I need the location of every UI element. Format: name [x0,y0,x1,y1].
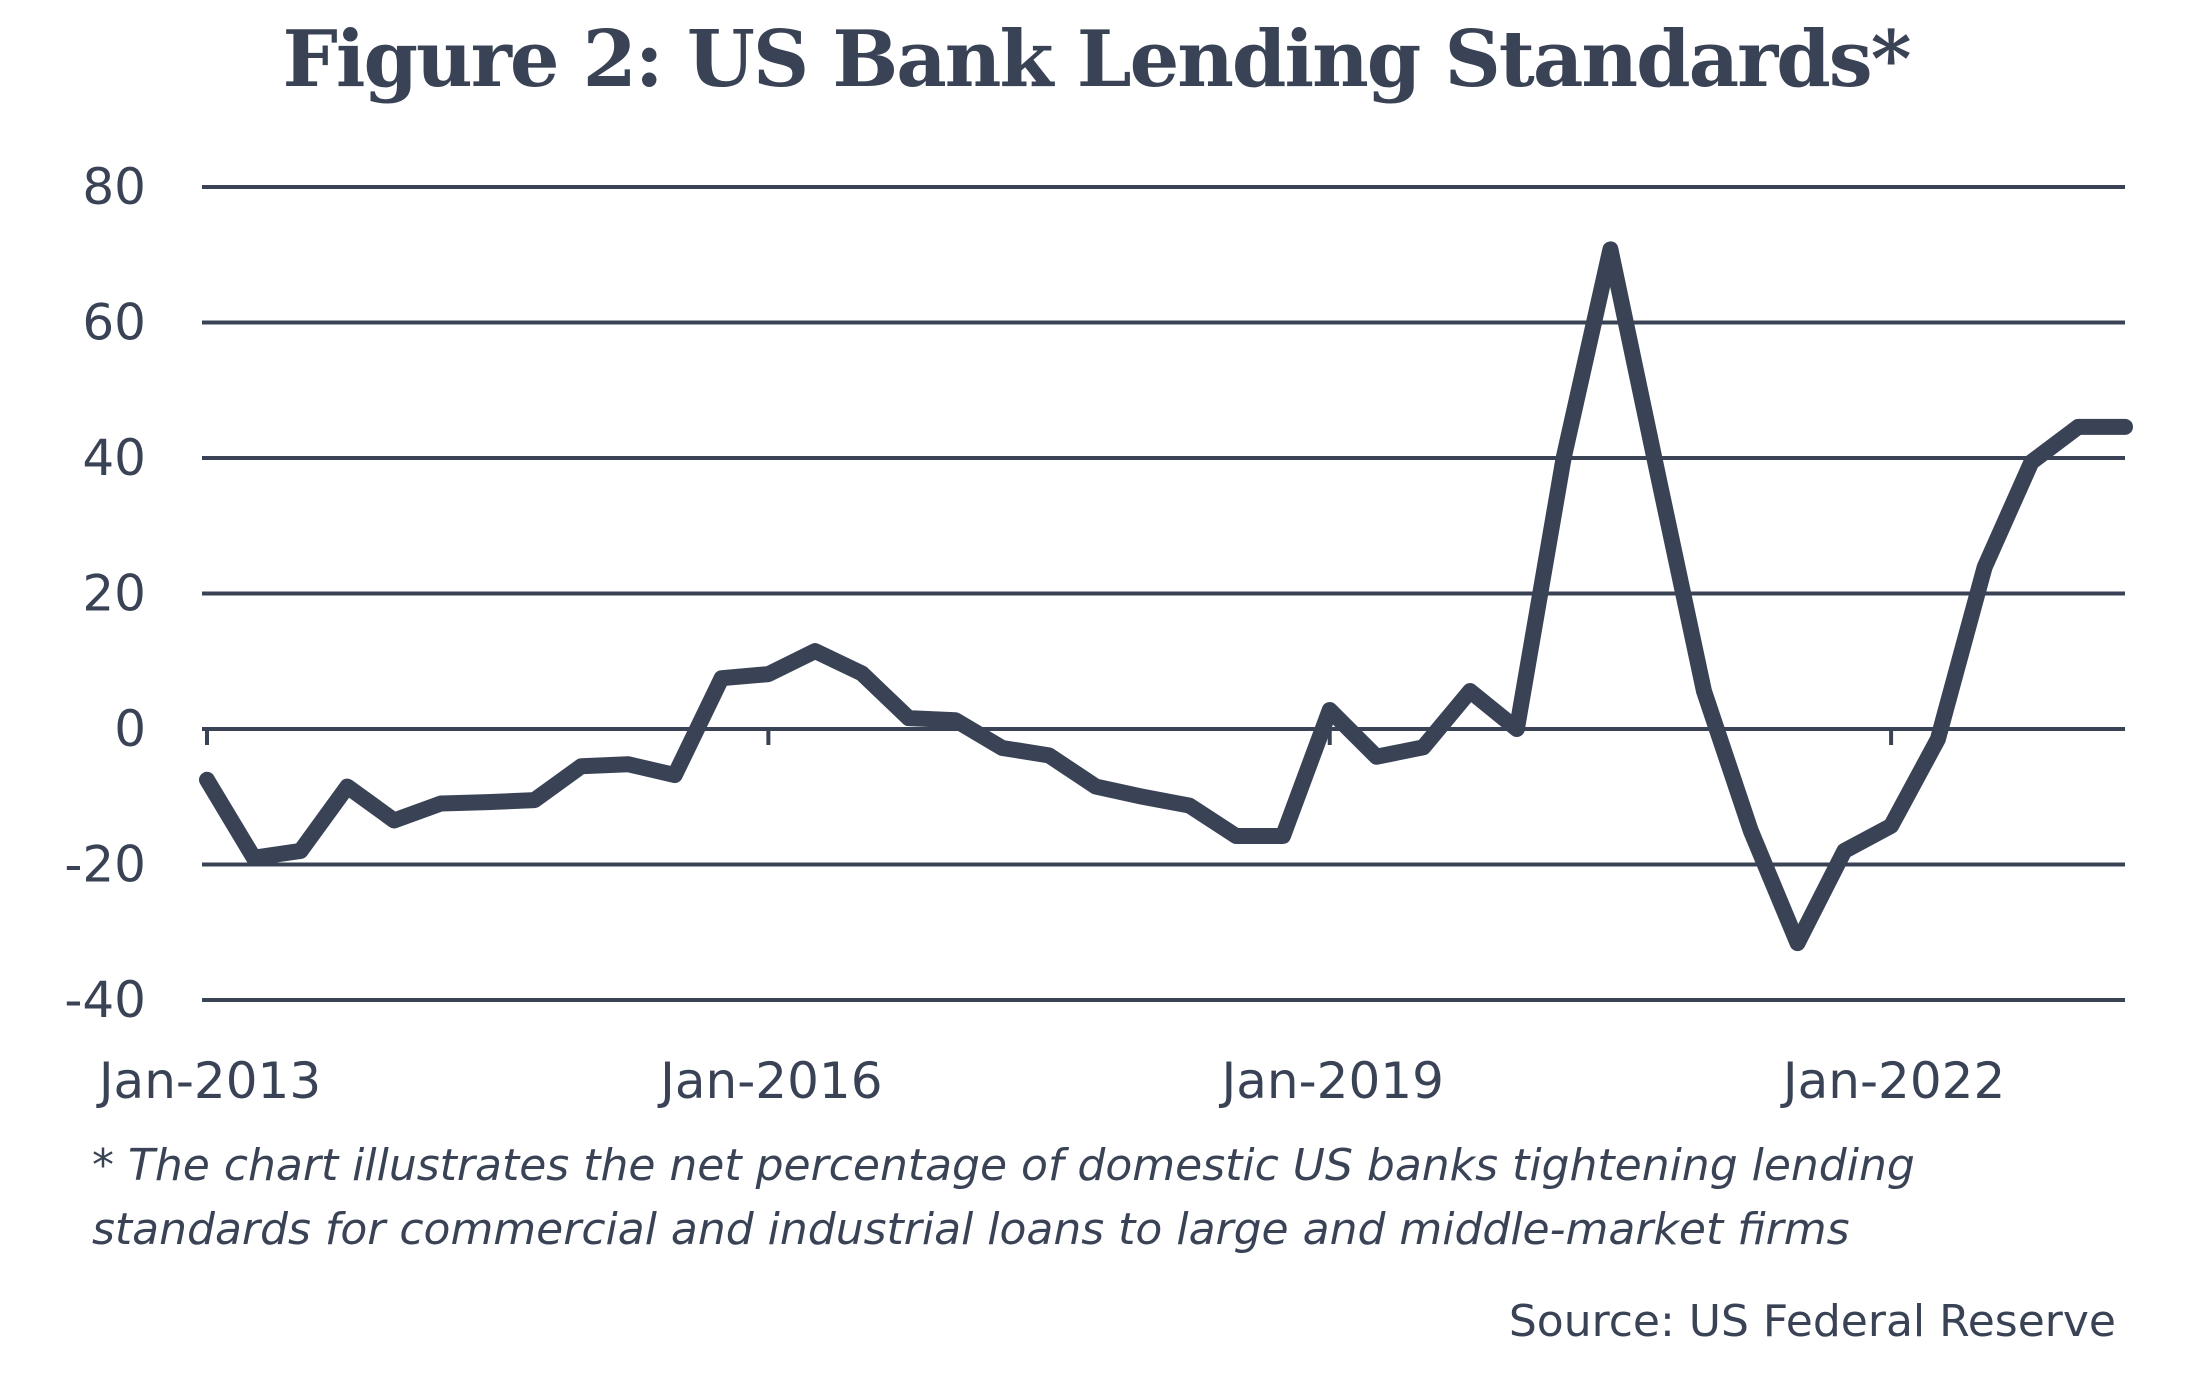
data-point [1890,825,1892,827]
x-tick-label: Jan-2016 [657,1052,882,1110]
y-tick-label: 80 [82,158,146,216]
data-point [533,799,535,801]
data-point [767,673,769,675]
x-tick-label: Jan-2013 [96,1052,321,1110]
footnote-line-1: * The chart illustrates the net percenta… [92,1140,1915,1191]
data-point [674,774,676,776]
data-point [627,763,629,765]
footnote: * The chart illustrates the net percenta… [92,1134,2092,1262]
data-point [2077,426,2079,428]
y-tick-label: -20 [64,836,146,894]
data-point [814,650,816,652]
chart-title: Figure 2: US Bank Lending Standards* [282,14,1911,105]
x-tick-label: Jan-2019 [1219,1052,1444,1110]
data-point [861,672,863,674]
y-tick-label: 40 [82,429,146,487]
data-point [1095,786,1097,788]
data-point [1188,805,1190,807]
data-point [1516,728,1518,730]
data-point [2124,426,2126,428]
data-point [1843,850,1845,852]
data-point [1937,738,1939,740]
data-point [1329,709,1331,711]
data-point [1750,830,1752,832]
data-point [1422,746,1424,748]
data-point [1656,471,1658,473]
data-point [253,857,255,859]
data-point [393,819,395,821]
y-tick-label: 60 [82,294,146,352]
data-point [908,717,910,719]
data-point [1001,747,1003,749]
y-tick-label: 0 [114,700,146,758]
data-point [1703,690,1705,692]
gridlines [202,185,2125,1002]
y-axis-tick-labels: 80 60 40 20 0 -20 -40 [64,158,146,1029]
series-layer [199,241,2133,952]
source-note: Source: US Federal Reserve [1508,1296,2116,1347]
y-tick-label: -40 [64,971,146,1029]
data-point [346,786,348,788]
footnote-line-2: standards for commercial and industrial … [92,1204,1850,1255]
data-point [721,677,723,679]
series-line [199,241,2133,952]
data-point [1984,566,1986,568]
data-point [1469,690,1471,692]
data-point [1376,756,1378,758]
data-point [1048,754,1050,756]
data-point [440,803,442,805]
data-point [487,801,489,803]
data-point [206,779,208,781]
data-point [300,850,302,852]
data-point [1282,835,1284,837]
x-axis-ticks: Jan-2013 Jan-2016 Jan-2019 Jan-2022 [96,729,2005,1110]
x-tick-label: Jan-2022 [1780,1052,2005,1110]
data-point [2030,461,2032,463]
data-point [1797,942,1799,944]
data-point [1609,248,1611,250]
data-point [580,765,582,767]
data-point [1142,796,1144,798]
y-tick-label: 20 [82,565,146,623]
data-point [1235,835,1237,837]
data-point [954,719,956,721]
data-point [1563,457,1565,459]
